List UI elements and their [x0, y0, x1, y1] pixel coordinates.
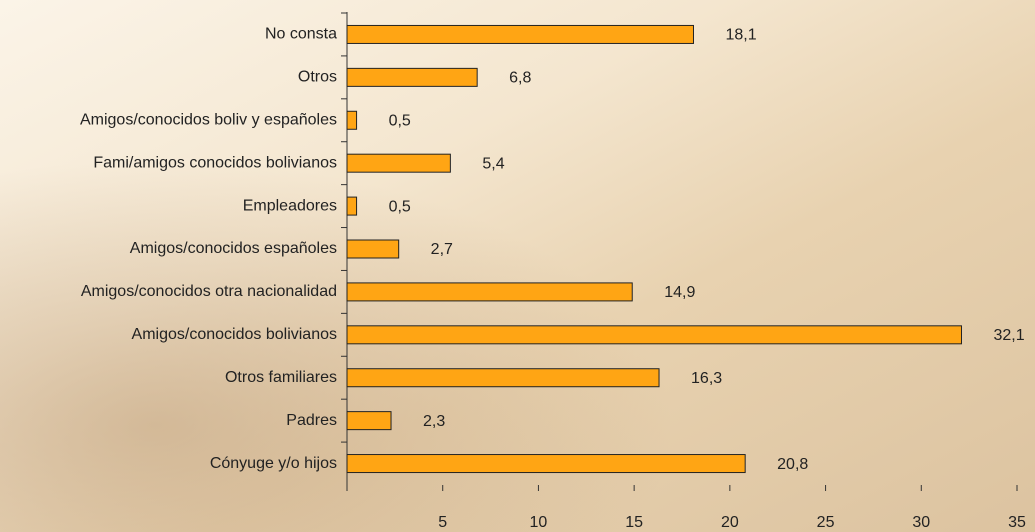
x-tick-label: 25 [817, 514, 835, 531]
value-label: 2,3 [423, 413, 445, 430]
value-label: 16,3 [691, 370, 722, 387]
y-tick-label: Otros [298, 69, 337, 86]
y-tick-label: Fami/amigos conocidos bolivianos [93, 154, 337, 171]
x-tick-label: 5 [438, 514, 447, 531]
y-tick-label: Empleadores [243, 197, 337, 214]
y-tick-label: Amigos/conocidos bolivianos [132, 326, 337, 343]
x-tick-label: 20 [721, 514, 739, 531]
value-label: 6,8 [509, 70, 531, 87]
x-tick-label: 10 [530, 514, 548, 531]
bar [346, 411, 392, 431]
value-label: 0,5 [389, 198, 411, 215]
x-tick-label: 30 [912, 514, 930, 531]
bar [346, 24, 694, 44]
bar [346, 325, 962, 345]
bar [346, 110, 358, 130]
y-tick-label: Cónyuge y/o hijos [210, 455, 337, 472]
value-label: 18,1 [725, 27, 756, 44]
y-tick-label: Amigos/conocidos otra nacionalidad [81, 283, 337, 300]
y-tick-label: No consta [265, 26, 337, 43]
x-tick-label: 15 [625, 514, 643, 531]
bar [346, 67, 478, 87]
value-label: 20,8 [777, 456, 808, 473]
bar [346, 454, 746, 474]
y-tick-label: Amigos/conocidos boliv y españoles [80, 111, 337, 128]
value-label: 14,9 [664, 284, 695, 301]
bar [346, 153, 451, 173]
x-tick-label: 35 [1008, 514, 1026, 531]
bar [346, 368, 660, 388]
bar [346, 282, 633, 302]
bar [346, 239, 400, 259]
value-label: 32,1 [993, 327, 1024, 344]
bar [346, 196, 358, 216]
y-tick-label: Otros familiares [225, 369, 337, 386]
value-label: 5,4 [482, 155, 504, 172]
y-tick-label: Amigos/conocidos españoles [130, 240, 337, 257]
value-label: 2,7 [431, 241, 453, 258]
y-tick-label: Padres [286, 412, 337, 429]
value-label: 0,5 [389, 112, 411, 129]
